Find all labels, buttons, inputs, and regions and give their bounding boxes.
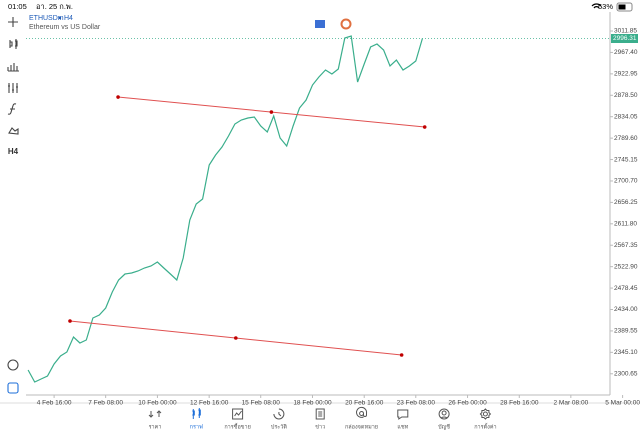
- tab-label[interactable]: บัญชี: [438, 423, 450, 430]
- x-tick-label: 5 Mar 00:00: [605, 400, 640, 407]
- tab-icon[interactable]: [192, 408, 201, 419]
- tab-icon[interactable]: [356, 406, 368, 418]
- symbol-description: Ethereum vs US Dollar: [29, 24, 101, 31]
- tab-label[interactable]: กราฟ: [190, 423, 203, 430]
- chart-type-tool[interactable]: [9, 39, 18, 49]
- trend-handle: [422, 125, 427, 129]
- timeframe-button[interactable]: H4: [8, 147, 19, 156]
- tab-icon[interactable]: [273, 408, 285, 420]
- indicators-tool[interactable]: [8, 83, 18, 93]
- y-tick-label: 2967.40: [614, 49, 638, 56]
- trend-handle: [269, 110, 274, 114]
- y-tick-label: 2922.95: [614, 71, 638, 78]
- battery-fill: [618, 4, 626, 10]
- symbol-name: ETHUSDm: [29, 15, 64, 22]
- y-tick-label: 2434.00: [614, 306, 638, 313]
- x-tick-label: 4 Feb 16:00: [37, 400, 72, 407]
- function-tool[interactable]: [7, 103, 17, 115]
- tab-label[interactable]: ราคา: [149, 424, 162, 430]
- x-tick-label: 10 Feb 00:00: [138, 400, 177, 407]
- tab-label[interactable]: กล่องจดหมาย: [345, 424, 378, 430]
- battery-level: 53%: [598, 2, 613, 11]
- y-tick-label: 2478.45: [614, 285, 638, 292]
- x-tick-label: 15 Feb 08:00: [242, 400, 281, 407]
- market-icon[interactable]: [315, 20, 325, 28]
- x-tick-label: 23 Feb 08:00: [397, 400, 436, 407]
- signal-icon[interactable]: [340, 18, 352, 30]
- left-toolbar: [7, 17, 19, 394]
- x-tick-label: 12 Feb 16:00: [190, 400, 229, 407]
- y-tick-label: 2656.25: [614, 199, 638, 206]
- price-line: [27, 35, 423, 383]
- y-tick-label: 2345.10: [614, 349, 638, 356]
- objects-tool[interactable]: [8, 127, 19, 135]
- y-tick-label: 2878.50: [614, 92, 638, 99]
- y-tick-label: 2834.05: [614, 113, 638, 120]
- x-tick-label: 2 Mar 08:00: [554, 400, 589, 407]
- x-tick-label: 26 Feb 00:00: [448, 400, 487, 407]
- tab-icon[interactable]: [148, 410, 162, 418]
- last-price-label: 2996.31: [613, 35, 637, 42]
- y-tick-label: 2567.35: [614, 242, 638, 249]
- x-tick-label: 7 Feb 08:00: [88, 400, 123, 407]
- separator-dot: [58, 16, 62, 20]
- y-tick-label: 2522.90: [614, 263, 638, 270]
- tab-bar: ราคา กราฟ การซื้อขาย ประวัติ ข่าว กล่องจดหมาย…: [148, 406, 497, 430]
- y-tick-label: 2611.80: [614, 221, 637, 228]
- tab-icon[interactable]: [479, 408, 492, 420]
- y-tick-label: 3011.85: [614, 28, 637, 35]
- account-tool[interactable]: [7, 382, 19, 394]
- y-tick-label: 2389.55: [614, 328, 638, 335]
- tab-label[interactable]: แชท: [397, 423, 408, 430]
- x-tick-label: 28 Feb 16:00: [500, 400, 539, 407]
- tab-icon[interactable]: [315, 408, 325, 420]
- trend-handle: [399, 353, 404, 357]
- tab-label[interactable]: ข่าว: [315, 424, 325, 430]
- wifi-icon: [591, 3, 602, 9]
- history-tool[interactable]: [7, 359, 19, 371]
- y-tick-label: 2789.60: [614, 135, 638, 142]
- tab-label[interactable]: การซื้อขาย: [224, 422, 250, 430]
- plot-area: [26, 12, 611, 396]
- crosshair-tool[interactable]: [8, 17, 18, 27]
- tab-icon[interactable]: [438, 408, 450, 420]
- symbol-timeframe: H4: [64, 15, 73, 22]
- tab-label[interactable]: การตั้งค่า: [474, 422, 496, 430]
- tab-icon[interactable]: [232, 408, 244, 420]
- last-price-box: [611, 34, 638, 44]
- trend-handle: [68, 319, 72, 323]
- y-tick-label: 2700.70: [614, 178, 638, 185]
- x-tick-label: 20 Feb 16:00: [345, 400, 384, 407]
- status-date: อา. 25 ก.พ.: [36, 2, 73, 11]
- tab-label[interactable]: ประวัติ: [271, 423, 287, 430]
- y-tick-label: 2300.65: [614, 370, 638, 377]
- volume-tool[interactable]: [7, 63, 19, 72]
- battery-icon: [616, 2, 633, 12]
- status-time: 01:05: [8, 2, 27, 11]
- x-tick-label: 18 Feb 00:00: [293, 400, 332, 407]
- tab-icon[interactable]: [397, 409, 409, 420]
- trend-handle: [116, 95, 120, 99]
- y-tick-label: 2745.15: [614, 156, 638, 163]
- trend-handle: [234, 336, 238, 340]
